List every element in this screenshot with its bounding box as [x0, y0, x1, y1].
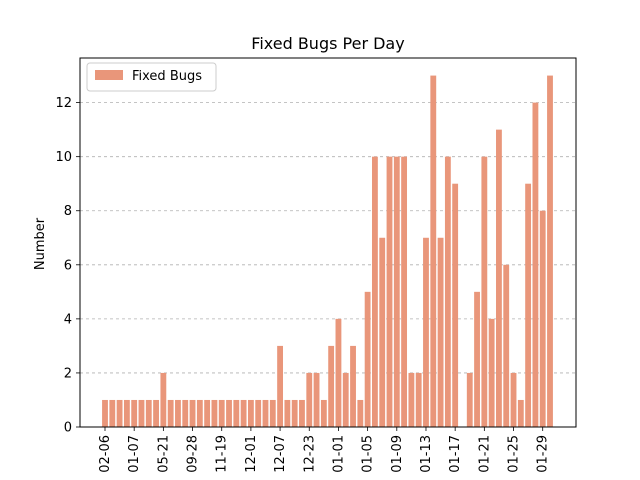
x-tick-label: 01-25 [507, 435, 522, 473]
x-tick-label: 01-17 [448, 435, 463, 473]
legend: Fixed Bugs [86, 62, 217, 92]
bar [386, 156, 393, 427]
x-tick-label: 01-21 [477, 435, 492, 473]
bar [532, 102, 539, 427]
bar [145, 399, 152, 427]
bar [496, 129, 502, 427]
bar [211, 399, 218, 427]
bar [401, 156, 408, 427]
bars [102, 75, 553, 428]
bar [262, 399, 269, 427]
bar [379, 237, 386, 427]
bar [517, 399, 524, 427]
bar [306, 372, 313, 427]
y-tick-label: 10 [55, 150, 72, 165]
x-tick-label: 09-28 [186, 435, 201, 473]
bar [189, 399, 196, 427]
x-tick-label: 12-01 [244, 435, 259, 473]
x-axis-ticks: 02-06 01-07 05-21 09-28 11-19 12-01 12-07 12-23… [98, 427, 551, 473]
x-tick-label: 01-07 [127, 435, 142, 473]
bar [444, 156, 451, 427]
bar [196, 399, 203, 427]
bar [415, 372, 422, 427]
bar [291, 399, 298, 427]
bar [204, 399, 211, 427]
bar [255, 399, 262, 427]
x-tick-label: 01-05 [361, 435, 376, 473]
bar [247, 399, 254, 427]
y-tick-label: 12 [55, 96, 72, 111]
bar [131, 399, 138, 427]
bar [503, 264, 510, 427]
bar [372, 156, 378, 427]
y-tick-label: 4 [64, 312, 72, 327]
bar [547, 75, 553, 428]
bar [175, 399, 181, 427]
bar [539, 210, 546, 427]
y-gridlines [80, 102, 576, 374]
bar [328, 345, 335, 427]
bar [299, 399, 305, 427]
x-tick-label: 01-29 [536, 435, 551, 473]
x-tick-label: 01-09 [390, 435, 405, 473]
y-axis-ticks: 0 2 4 6 8 10 12 [55, 96, 80, 436]
bar [102, 399, 108, 427]
x-tick-label: 01-13 [419, 435, 434, 473]
bar [510, 372, 517, 427]
y-tick-label: 2 [64, 366, 72, 381]
bar [452, 183, 459, 427]
bar [116, 399, 123, 427]
bar [138, 399, 145, 427]
bar [160, 372, 167, 427]
bar [182, 399, 189, 427]
x-tick-label: 12-23 [302, 435, 317, 473]
bar [466, 372, 473, 427]
bar [109, 399, 116, 427]
legend-swatch [95, 70, 123, 80]
bar [350, 345, 356, 427]
x-tick-label: 11-19 [215, 435, 230, 473]
x-tick-label: 02-06 [98, 435, 113, 473]
bar [218, 399, 225, 427]
bar [437, 237, 444, 427]
bar [284, 399, 291, 427]
bar [123, 399, 130, 427]
bar [525, 183, 532, 427]
bar [153, 399, 159, 427]
y-tick-label: 6 [64, 258, 72, 273]
bar [408, 372, 415, 427]
x-tick-label: 12-07 [273, 435, 288, 473]
bar [167, 399, 174, 427]
bar [488, 318, 495, 427]
x-tick-label: 05-21 [156, 435, 171, 473]
bar [393, 156, 400, 427]
bar [474, 291, 480, 427]
bar [430, 75, 437, 428]
bar [277, 345, 283, 427]
y-tick-label: 0 [64, 421, 72, 436]
y-tick-label: 8 [64, 204, 72, 219]
bar [357, 399, 364, 427]
bar [269, 399, 276, 427]
bar [313, 372, 320, 427]
bar [320, 399, 327, 427]
bar [364, 291, 371, 427]
axes-frame [79, 57, 577, 428]
bar [240, 399, 247, 427]
bar [423, 237, 429, 427]
y-axis-label: Number [33, 217, 48, 270]
chart-title: Fixed Bugs Per Day [251, 34, 404, 53]
bar [481, 156, 488, 427]
x-tick-label: 01-01 [331, 435, 346, 473]
bar [233, 399, 240, 427]
bar [335, 318, 342, 427]
bar [226, 399, 232, 427]
bar [342, 372, 349, 427]
legend-label: Fixed Bugs [132, 69, 202, 84]
